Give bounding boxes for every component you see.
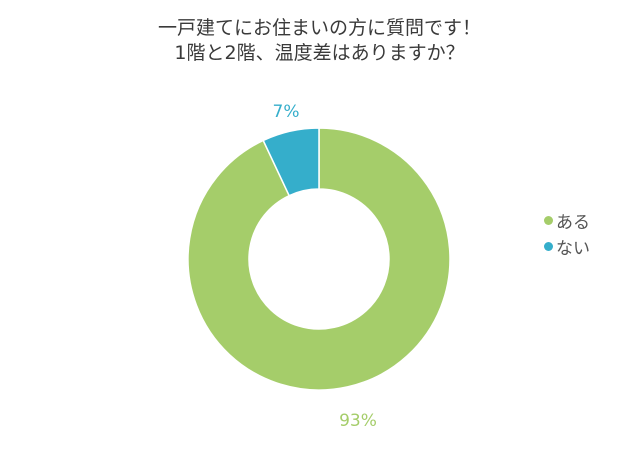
legend-dot-icon xyxy=(544,215,553,225)
donut-slice-aru[interactable] xyxy=(187,127,451,391)
donut-slice-nai[interactable] xyxy=(262,127,320,197)
legend-label: ある xyxy=(556,212,590,233)
data-label-aru: 93% xyxy=(339,411,377,431)
chart-legend: ある ない xyxy=(544,207,590,259)
chart-title-line-2: 1階と2階、温度差はありますか？ xyxy=(174,42,465,64)
donut-slices xyxy=(187,127,451,391)
legend-item-aru[interactable]: ある xyxy=(544,207,590,233)
chart-title-line-1: 一戸建てにお住まいの方に質問です！ xyxy=(157,17,481,39)
legend-item-nai[interactable]: ない xyxy=(544,233,590,259)
legend-label: ない xyxy=(556,238,590,259)
data-label-nai: 7% xyxy=(272,102,300,122)
legend-dot-icon xyxy=(544,241,553,251)
